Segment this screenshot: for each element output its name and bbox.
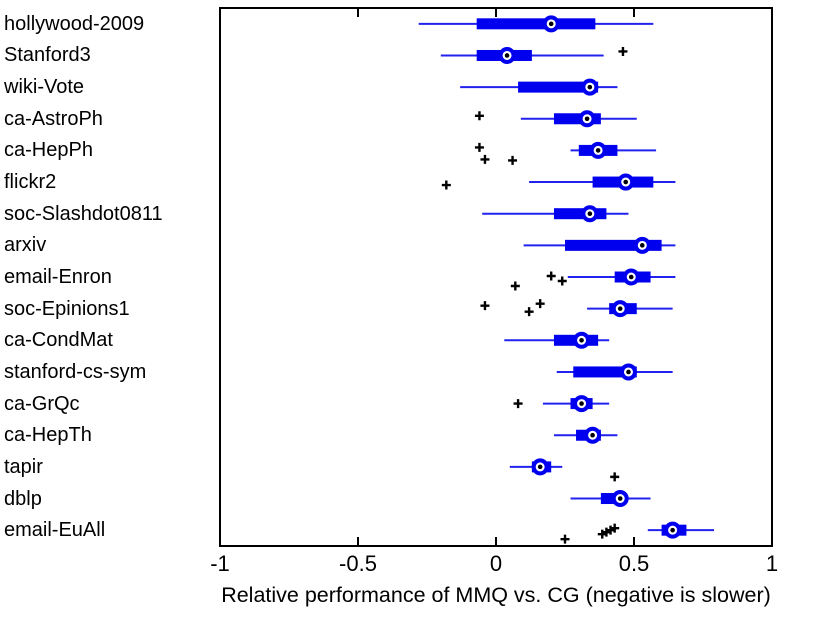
boxplot-row xyxy=(570,490,651,508)
outlier-plus-marker xyxy=(474,111,484,121)
median-dot xyxy=(579,401,584,406)
y-axis-label: ca-HepTh xyxy=(4,424,92,447)
boxplot-row xyxy=(556,363,673,381)
outlier-plus-marker xyxy=(535,299,545,309)
outlier-plus-marker xyxy=(560,534,570,544)
x-axis-tick-label: 0.5 xyxy=(618,551,650,576)
y-axis-label: dblp xyxy=(4,487,42,510)
median-dot xyxy=(623,179,629,185)
iqr-box xyxy=(476,18,596,30)
y-axis-label: email-Enron xyxy=(4,266,112,288)
outlier-plus-marker xyxy=(480,154,490,164)
boxplot-row xyxy=(504,331,610,349)
median-dot xyxy=(617,306,623,311)
y-axis-label: Stanford3 xyxy=(4,44,91,67)
y-axis-label: flickr2 xyxy=(4,171,57,194)
median-dot xyxy=(670,527,675,533)
y-axis-label: tapir xyxy=(4,455,43,478)
outlier-plus-marker xyxy=(441,180,451,190)
median-dot xyxy=(579,337,584,343)
boxplot-row xyxy=(482,205,629,223)
boxplot-row xyxy=(553,426,618,444)
boxplot-row xyxy=(510,268,676,291)
outlier-plus-marker xyxy=(480,301,490,311)
boxplot-row xyxy=(480,299,673,318)
y-axis-label: wiki-Vote xyxy=(4,76,85,99)
boxplot-row xyxy=(509,458,620,482)
outlier-plus-marker xyxy=(513,399,523,409)
x-axis-tick-label: -0.5 xyxy=(339,551,377,576)
outlier-plus-marker xyxy=(524,307,534,317)
axes-border xyxy=(219,7,773,547)
outlier-plus-marker xyxy=(610,472,620,482)
y-axis-label: stanford-cs-sym xyxy=(4,360,147,383)
y-axis-label: hollywood-2009 xyxy=(4,12,145,35)
y-axis-label: email-EuAll xyxy=(4,519,106,542)
boxplot-row xyxy=(560,521,715,544)
boxplot-row xyxy=(523,236,676,254)
boxplot-row xyxy=(513,395,610,413)
median-dot xyxy=(639,243,645,248)
median-dot xyxy=(587,84,593,90)
y-axis-label: ca-AstroPh xyxy=(4,107,103,130)
median-dot xyxy=(548,21,554,27)
x-axis-tick-label: 0 xyxy=(489,551,503,576)
boxplot-row xyxy=(460,78,618,96)
boxplot-row xyxy=(441,173,676,191)
outlier-plus-marker xyxy=(546,271,556,281)
median-dot xyxy=(617,496,623,501)
outlier-plus-marker xyxy=(508,155,518,165)
y-axis-label: soc-Epinions1 xyxy=(4,297,130,320)
median-dot xyxy=(537,464,543,470)
iqr-box xyxy=(518,81,599,93)
boxplot-row xyxy=(418,15,654,33)
outlier-plus-marker xyxy=(618,46,628,56)
iqr-box xyxy=(573,366,637,378)
outlier-plus-marker xyxy=(557,276,567,286)
y-axis-label: ca-GrQc xyxy=(4,392,80,415)
median-dot xyxy=(590,432,595,438)
median-dot xyxy=(587,211,593,217)
boxplot-row xyxy=(440,46,628,64)
x-axis-tick-label: 1 xyxy=(765,551,779,576)
outlier-plus-marker xyxy=(610,523,620,533)
y-axis-label: arxiv xyxy=(4,234,47,257)
iqr-box xyxy=(565,239,662,251)
x-axis-title: Relative performance of MMQ vs. CG (nega… xyxy=(221,583,771,607)
median-dot xyxy=(595,148,601,153)
boxplot-row xyxy=(474,141,657,165)
iqr-box xyxy=(553,208,607,220)
boxplot-row xyxy=(474,110,637,128)
outlier-plus-marker xyxy=(510,281,520,291)
median-dot xyxy=(628,274,634,280)
iqr-box xyxy=(553,113,601,125)
y-axis-label: ca-HepPh xyxy=(4,139,93,162)
median-dot xyxy=(504,53,510,58)
median-dot xyxy=(626,369,631,375)
median-dot xyxy=(584,116,590,122)
y-axis-label: ca-CondMat xyxy=(4,329,113,352)
x-axis-tick-label: -1 xyxy=(210,551,230,576)
outlier-plus-marker xyxy=(474,142,484,152)
y-axis-label: soc-Slashdot0811 xyxy=(4,202,163,225)
